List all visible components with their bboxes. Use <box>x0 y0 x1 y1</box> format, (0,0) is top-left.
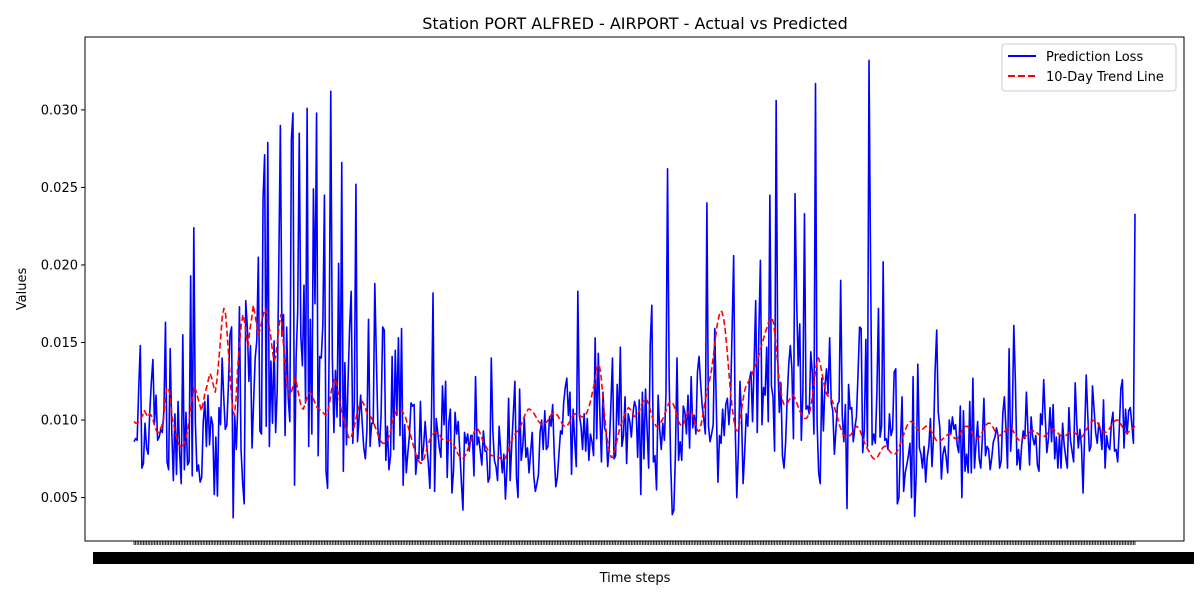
y-tick-label: 0.020 <box>41 258 78 273</box>
y-ticks: 0.005 0.010 0.015 0.020 0.025 0.030 <box>41 103 85 506</box>
x-ticks <box>93 541 1194 564</box>
chart-title: Station PORT ALFRED - AIRPORT - Actual v… <box>422 14 847 33</box>
x-edge-labels: 2 8 <box>93 552 1194 567</box>
y-axis-label: Values <box>15 268 30 311</box>
legend-box <box>1001 43 1177 92</box>
plot-frame <box>84 36 1185 542</box>
y-tick-label: 0.025 <box>41 181 78 196</box>
legend-label-trend-line: 10-Day Trend Line <box>1046 70 1164 85</box>
plot-area: 0.005 0.010 0.015 0.020 0.025 0.030 2 8 <box>41 36 1194 567</box>
x-tick-label-band <box>93 552 1194 564</box>
x-tick-label-first: 2 <box>93 552 101 567</box>
series-layer <box>133 59 1136 519</box>
y-tick-label: 0.005 <box>41 491 78 506</box>
y-tick-label: 0.010 <box>41 414 78 429</box>
legend: Prediction Loss 10-Day Trend Line <box>1001 43 1177 92</box>
y-tick-label: 0.015 <box>41 336 78 351</box>
series-line-prediction-loss <box>133 59 1136 519</box>
y-tick-label: 0.030 <box>41 103 78 118</box>
x-axis-label: Time steps <box>599 571 671 586</box>
x-tick-label-last: 8 <box>1186 552 1194 567</box>
series-line-trend <box>133 304 1136 465</box>
legend-label-prediction-loss: Prediction Loss <box>1046 50 1143 65</box>
